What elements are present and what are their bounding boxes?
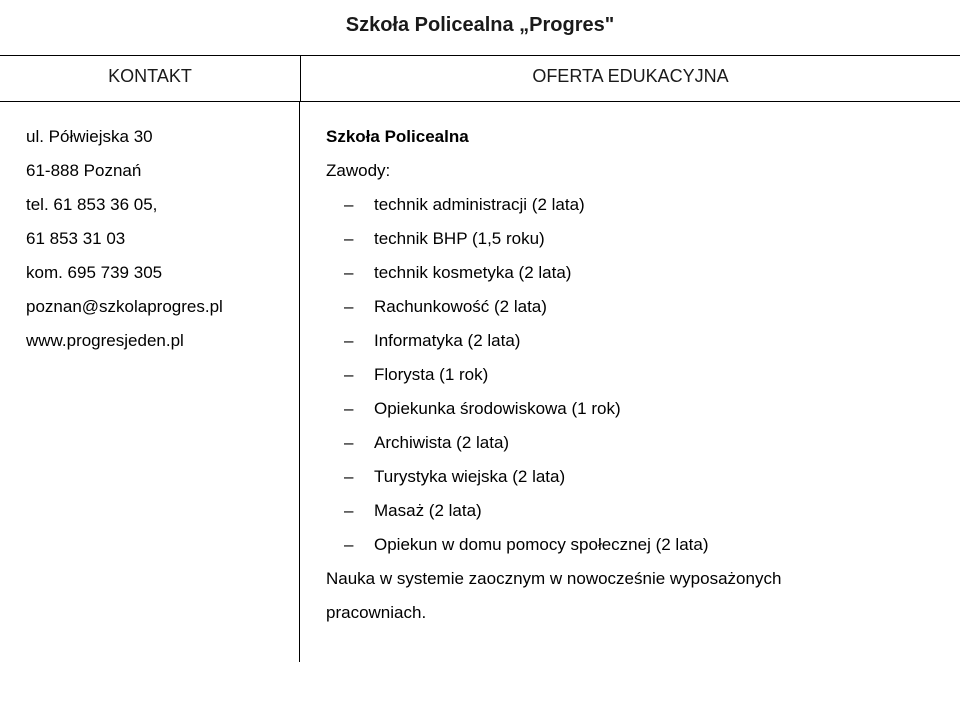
offer-subheading: Zawody: <box>326 154 932 188</box>
contact-line: www.progresjeden.pl <box>26 324 289 358</box>
offer-item: Turystyka wiejska (2 lata) <box>374 460 932 494</box>
contact-line: ul. Półwiejska 30 <box>26 120 289 154</box>
offer-item: technik BHP (1,5 roku) <box>374 222 932 256</box>
offer-item: Opiekunka środowiskowa (1 rok) <box>374 392 932 426</box>
contact-line: 61-888 Poznań <box>26 154 289 188</box>
contact-line: poznan@szkolaprogres.pl <box>26 290 289 324</box>
offer-item: Florysta (1 rok) <box>374 358 932 392</box>
contact-line: 61 853 31 03 <box>26 222 289 256</box>
offer-item: Rachunkowość (2 lata) <box>374 290 932 324</box>
header-offer: OFERTA EDUKACYJNA <box>301 56 960 101</box>
offer-item: technik kosmetyka (2 lata) <box>374 256 932 290</box>
offer-footer: pracowniach. <box>326 596 932 630</box>
offer-list: technik administracji (2 lata) technik B… <box>326 188 932 562</box>
offer-item: Archiwista (2 lata) <box>374 426 932 460</box>
title-row: Szkoła Policealna „Progres" <box>0 0 960 56</box>
offer-item: Informatyka (2 lata) <box>374 324 932 358</box>
contact-line: tel. 61 853 36 05, <box>26 188 289 222</box>
contact-column: ul. Półwiejska 30 61-888 Poznań tel. 61 … <box>0 102 300 662</box>
offer-column: Szkoła Policealna Zawody: technik admini… <box>300 102 960 662</box>
contact-line: kom. 695 739 305 <box>26 256 289 290</box>
page-title: Szkoła Policealna „Progres" <box>346 14 614 36</box>
header-row: KONTAKT OFERTA EDUKACYJNA <box>0 56 960 102</box>
page: Szkoła Policealna „Progres" KONTAKT OFER… <box>0 0 960 718</box>
offer-footer: Nauka w systemie zaocznym w nowocześnie … <box>326 562 932 596</box>
header-contact: KONTAKT <box>0 56 301 101</box>
offer-item: Masaż (2 lata) <box>374 494 932 528</box>
offer-item: technik administracji (2 lata) <box>374 188 932 222</box>
offer-item: Opiekun w domu pomocy społecznej (2 lata… <box>374 528 932 562</box>
offer-heading: Szkoła Policealna <box>326 120 932 154</box>
body-row: ul. Półwiejska 30 61-888 Poznań tel. 61 … <box>0 102 960 662</box>
